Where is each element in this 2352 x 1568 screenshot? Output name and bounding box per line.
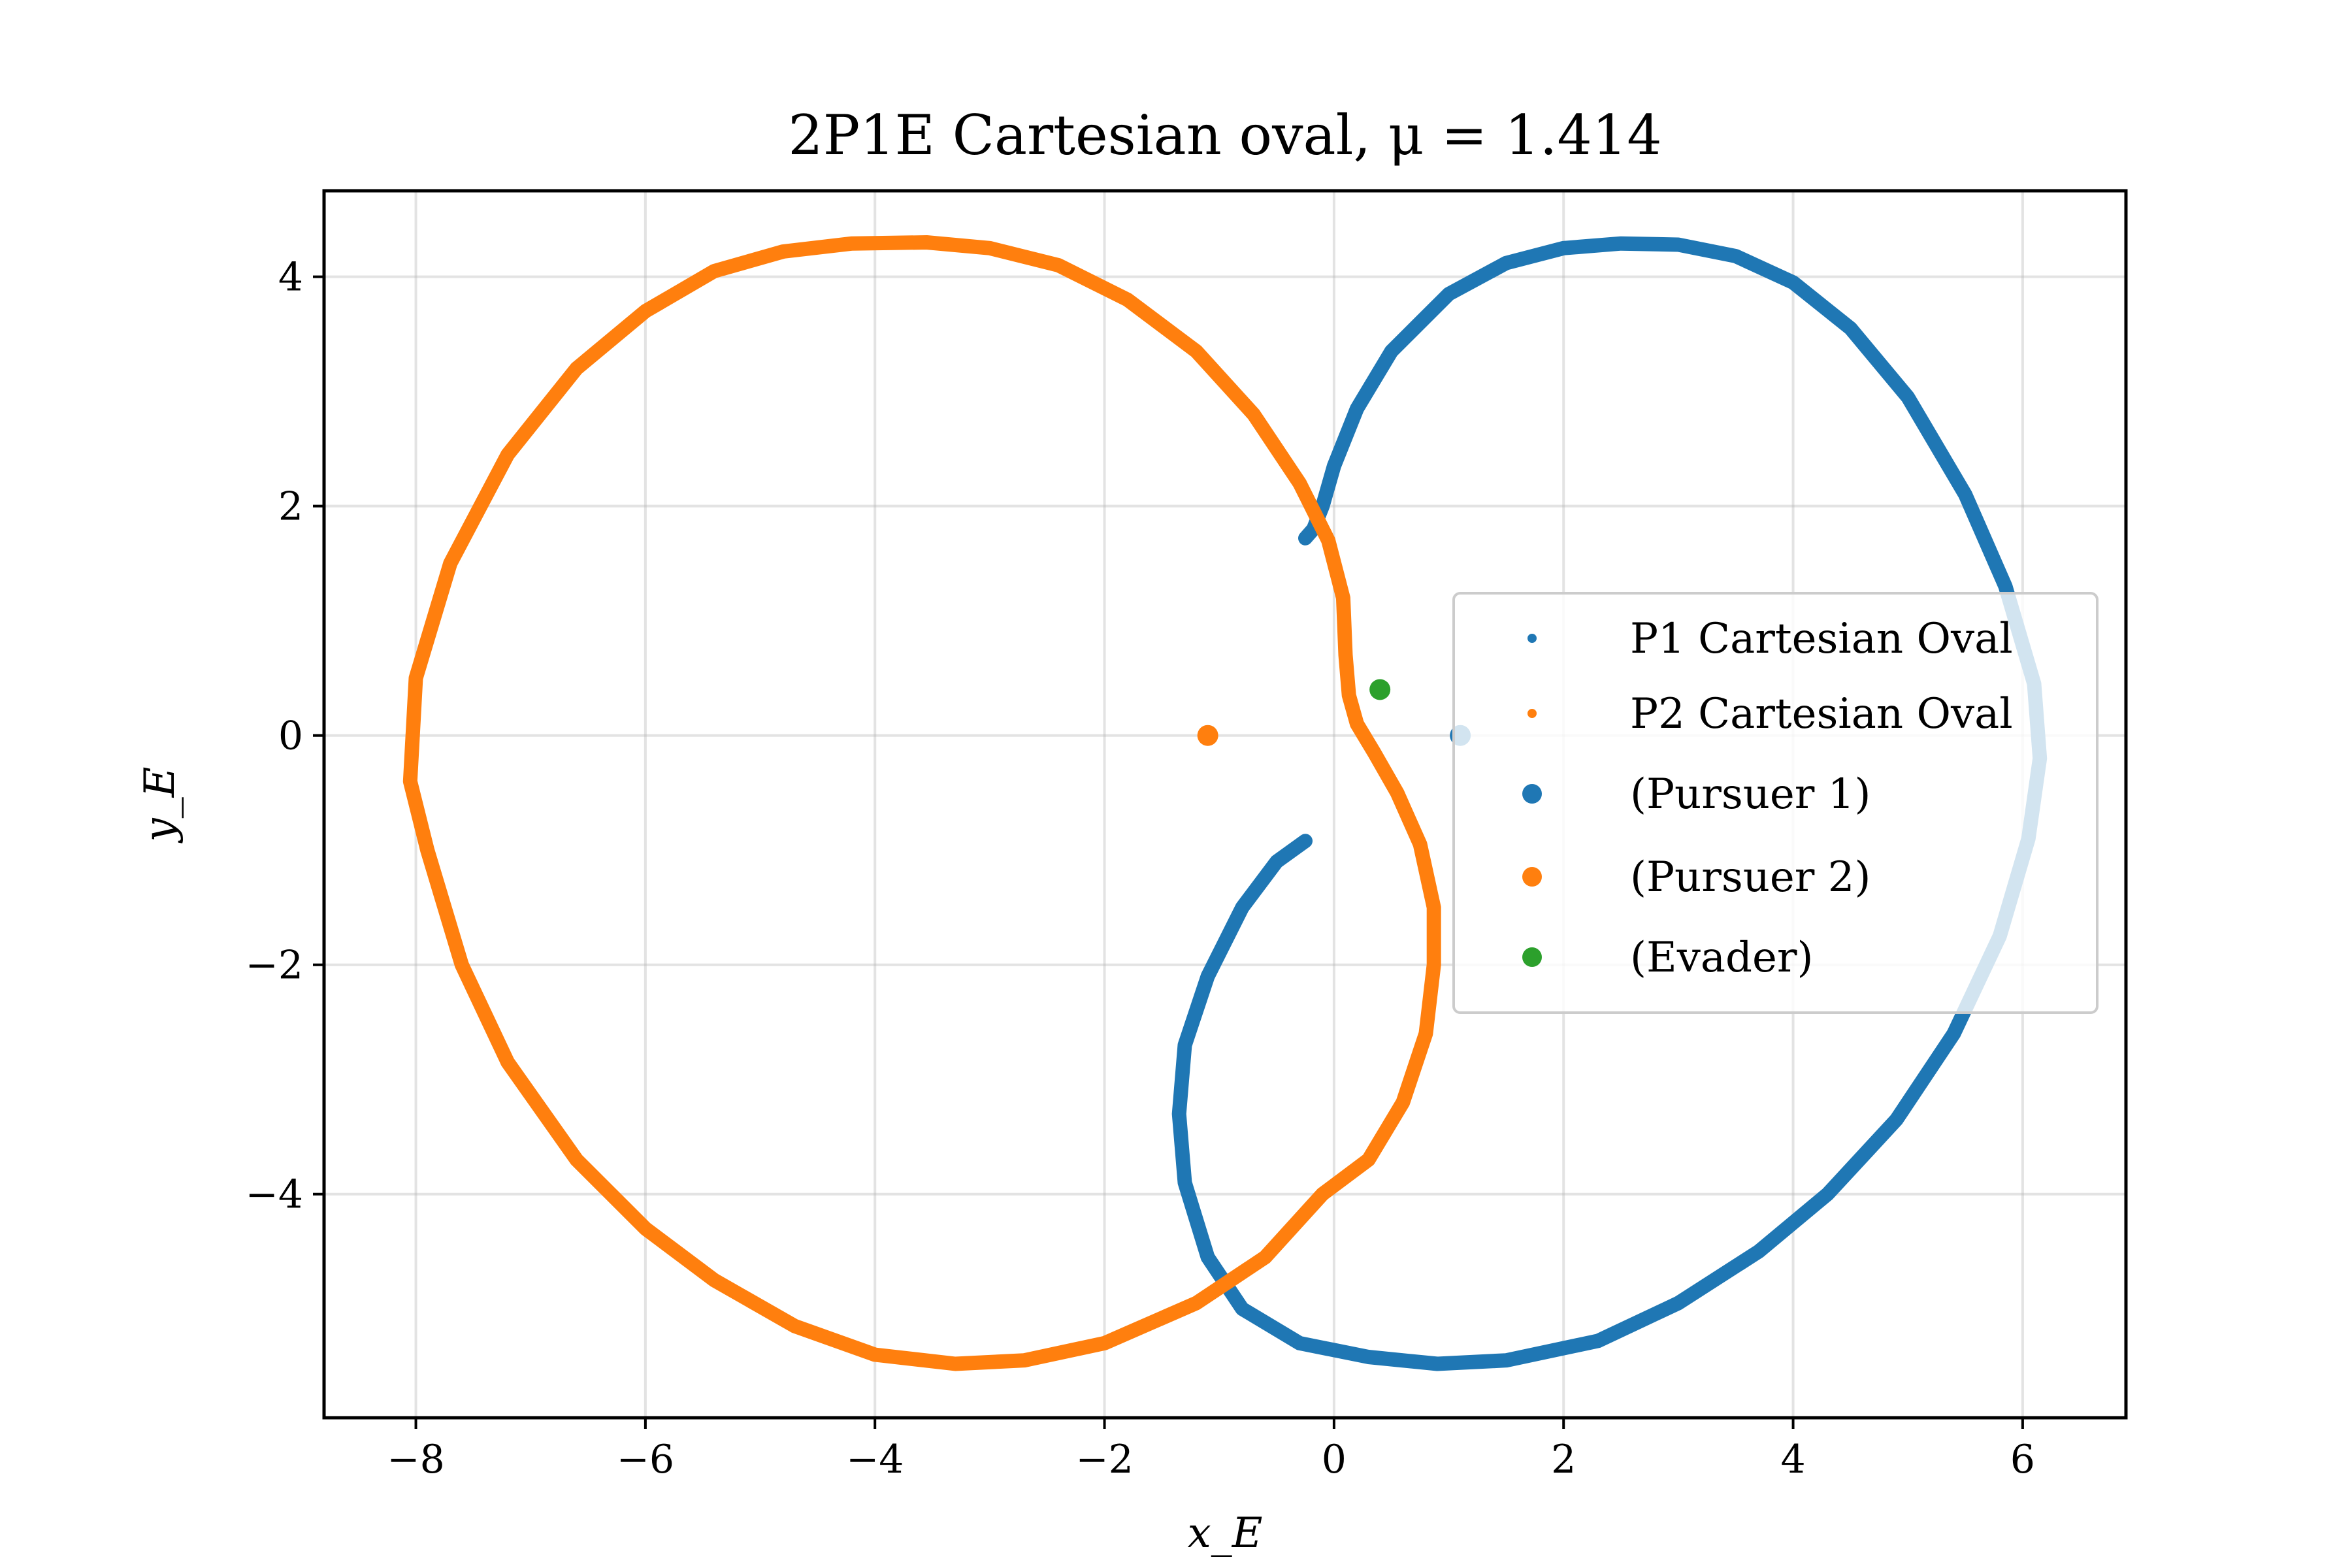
legend-label-pursuer-1: (Pursuer 1) <box>1630 770 1870 819</box>
legend-swatch-pursuer-1 <box>1522 784 1542 804</box>
series-p2-cartesian-oval <box>402 235 1441 1371</box>
y-tick-label: 2 <box>278 484 303 530</box>
legend-label-p2-oval: P2 Cartesian Oval <box>1630 690 2013 738</box>
oval-curve <box>402 235 1441 1371</box>
legend-swatch-pursuer-2 <box>1522 867 1542 887</box>
x-axis-label: x_E <box>1188 1509 1263 1558</box>
legend-box <box>1452 592 2099 1014</box>
x-tick-label: −6 <box>617 1437 674 1482</box>
y-tick-label: −2 <box>246 943 303 988</box>
x-tick-label: 0 <box>1322 1437 1347 1482</box>
y-tick-label: 0 <box>278 713 303 759</box>
legend-label-pursuer-2: (Pursuer 2) <box>1630 853 1870 902</box>
chart-title: 2P1E Cartesian oval, μ = 1.414 <box>788 103 1661 167</box>
y-axis-ticks: −4 −2 0 2 4 <box>246 255 324 1218</box>
x-tick-label: −4 <box>846 1437 904 1482</box>
legend-swatch-p1-oval <box>1527 634 1537 643</box>
pursuer-2-marker <box>1197 725 1218 746</box>
evader-marker <box>1369 679 1391 700</box>
legend-label-p1-oval: P1 Cartesian Oval <box>1630 615 2013 663</box>
x-tick-label: 4 <box>1780 1437 1805 1482</box>
plot-frame <box>322 189 2128 1420</box>
x-tick-label: 2 <box>1551 1437 1576 1482</box>
legend: P1 Cartesian Oval P2 Cartesian Oval (Pur… <box>1452 592 2099 1014</box>
y-axis-label: y_E <box>136 767 184 844</box>
x-tick-label: 6 <box>2010 1437 2035 1482</box>
legend-swatch-evader <box>1522 947 1542 967</box>
legend-label-evader: (Evader) <box>1630 934 1813 982</box>
legend-swatch-p2-oval <box>1527 709 1537 718</box>
x-tick-label: −2 <box>1075 1437 1133 1482</box>
x-tick-label: −8 <box>387 1437 444 1482</box>
x-axis-ticks: −8 −6 −4 −2 0 2 4 6 <box>387 1418 2035 1482</box>
y-tick-label: 4 <box>278 255 303 301</box>
y-tick-label: −4 <box>246 1172 303 1218</box>
